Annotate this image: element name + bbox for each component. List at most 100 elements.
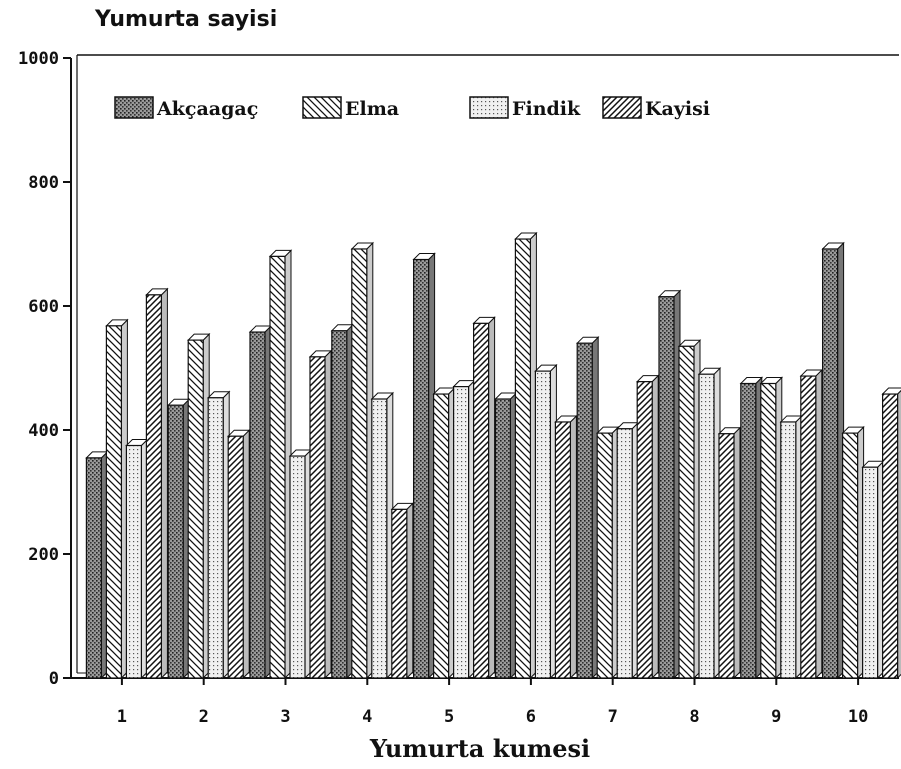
bars [85, 231, 901, 680]
bar [226, 428, 251, 680]
bar-front [596, 432, 613, 679]
bar-front [433, 393, 450, 679]
x-tick-label: 1 [117, 707, 127, 727]
bar [452, 379, 476, 680]
bar-front [636, 381, 653, 679]
x-tick-label: 8 [689, 707, 699, 727]
bar-side [569, 414, 577, 680]
bar-front [576, 342, 593, 679]
x-ticks: 1 2 3 4 5 6 7 8 9 10 [117, 678, 868, 727]
bar-front [413, 258, 430, 679]
x-tick-label: 7 [608, 707, 618, 727]
bar-front [331, 330, 348, 679]
bar-front [658, 296, 675, 679]
bar-front [391, 508, 408, 679]
y-tick-label: 400 [28, 421, 59, 441]
x-tick-label: 10 [848, 707, 868, 727]
x-axis-title: Yumurta kumesi [369, 734, 590, 763]
legend-swatch [469, 96, 509, 119]
bar [432, 386, 456, 680]
bar-front [698, 373, 715, 679]
bar-front [227, 435, 244, 679]
bar [759, 376, 784, 680]
legend: Akçaagaç Elma Findik Kayisi [114, 96, 710, 120]
bar-front [718, 433, 735, 679]
bar-side [324, 349, 332, 680]
bar-front [351, 248, 368, 679]
bar-front [249, 331, 266, 679]
bar-front [616, 428, 633, 679]
bar-front [289, 455, 306, 679]
bar [861, 459, 885, 680]
legend-label: Findik [512, 98, 581, 120]
bar [881, 387, 901, 680]
bar-front [145, 294, 162, 679]
bar-front [780, 421, 797, 679]
bar-front [494, 398, 511, 679]
bar-side [488, 316, 496, 680]
bar-front [473, 322, 490, 679]
bar [412, 252, 436, 680]
bar [635, 374, 660, 680]
y-tick-label: 800 [28, 173, 59, 193]
bar [370, 391, 395, 680]
bar [514, 231, 538, 680]
bar-front [514, 238, 532, 679]
bar [166, 397, 191, 680]
bar-front [371, 398, 388, 679]
x-tick-label: 9 [771, 707, 781, 727]
legend-swatch [114, 96, 154, 119]
y-tick-label: 600 [28, 297, 59, 317]
bar-front [453, 386, 470, 679]
bar-front [800, 375, 817, 679]
bar [697, 366, 722, 680]
bar [717, 426, 742, 680]
bar-front [85, 457, 103, 679]
y-tick-label: 0 [49, 669, 59, 689]
bar [125, 438, 149, 680]
y-ticks: 0 200 400 600 800 1000 [18, 49, 71, 689]
bar [145, 287, 169, 680]
legend-label: Kayisi [645, 98, 710, 120]
bar-front [861, 466, 879, 679]
bar-front [841, 432, 859, 679]
bar [206, 390, 231, 680]
bar-front [534, 370, 552, 679]
bar [105, 318, 129, 680]
bar-front [821, 248, 839, 679]
bar-side [815, 368, 823, 680]
bar [841, 425, 865, 680]
bar-front [207, 397, 224, 679]
bar [390, 502, 415, 680]
bar [554, 414, 578, 680]
bar-side [160, 287, 168, 680]
bar-front [187, 339, 204, 679]
bar [739, 376, 764, 680]
bar-front [105, 325, 123, 679]
x-tick-label: 5 [444, 707, 454, 727]
legend-item: Findik [469, 96, 581, 120]
bar-side [733, 426, 741, 680]
bar [615, 421, 640, 680]
bar [595, 425, 620, 680]
bar [534, 363, 558, 680]
y-tick-label: 200 [28, 545, 59, 565]
legend-label: Akçaagaç [156, 98, 258, 120]
y-axis-title: Yumurta sayisi [94, 7, 277, 32]
bar-side [651, 374, 659, 680]
legend-swatch [302, 96, 342, 119]
bar [288, 448, 313, 680]
y-tick-label: 1000 [18, 49, 59, 69]
bar [472, 316, 496, 680]
bar-front [740, 382, 757, 679]
x-tick-label: 2 [199, 707, 209, 727]
bar-front [678, 345, 695, 679]
bar [308, 349, 333, 680]
legend-item: Elma [302, 96, 399, 120]
bar [248, 324, 273, 680]
bar-front [125, 444, 143, 679]
bar-front [760, 382, 777, 679]
legend-label: Elma [345, 98, 399, 120]
x-tick-label: 4 [362, 707, 372, 727]
bar [821, 241, 845, 680]
